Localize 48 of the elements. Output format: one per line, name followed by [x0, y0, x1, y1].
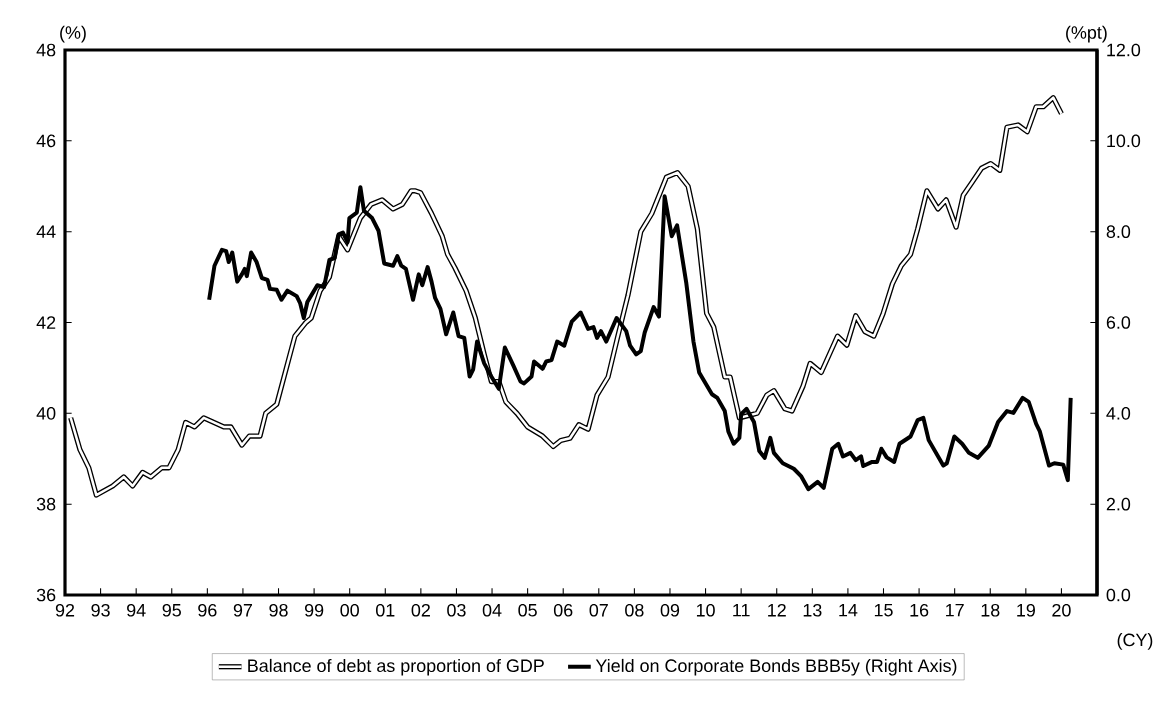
- x-tick-label: 11: [733, 603, 750, 617]
- y-tick-label: 36: [36, 588, 56, 602]
- x-tick-label: 03: [447, 603, 466, 617]
- x-tick-label: 98: [269, 603, 288, 617]
- y-tick-label: 44: [36, 225, 56, 238]
- x-tick-label: 18: [981, 603, 1000, 617]
- y2-tick-label: 4.0: [1106, 406, 1131, 420]
- x-tick-label: 97: [233, 603, 253, 617]
- x-tick-label: 20: [1052, 603, 1071, 617]
- x-tick-label: 07: [589, 603, 608, 617]
- x-tick-label: 06: [553, 603, 573, 617]
- x-tick-label: 17: [946, 603, 964, 617]
- x-tick-label: 16: [910, 603, 929, 617]
- x-tick-label: 95: [162, 603, 181, 617]
- x-tick-label: 01: [376, 603, 395, 617]
- x-tick-label: 05: [518, 603, 537, 617]
- y-tick-label: 38: [36, 497, 56, 511]
- x-tick-label: 04: [482, 603, 502, 617]
- x-tick-label: 14: [839, 603, 858, 617]
- x-tick-label: 00: [340, 603, 359, 617]
- x-tick-label: 96: [198, 603, 217, 617]
- y2-tick-label: 6.0: [1106, 316, 1131, 329]
- y-tick-label: 48: [36, 43, 56, 57]
- x-tick-label: 08: [625, 603, 644, 617]
- x-tick-label: 94: [127, 603, 146, 617]
- x-tick-label: 19: [1017, 603, 1035, 617]
- y2-tick-label: 12.0: [1107, 43, 1141, 57]
- x-tick-label: 10: [696, 603, 715, 617]
- y2-tick-label: 0.0: [1106, 588, 1131, 602]
- x-tick-label: 99: [304, 603, 324, 617]
- y-axis-title: (%): [60, 25, 86, 43]
- x-tick-label: 93: [91, 603, 110, 617]
- y-tick-label: 46: [36, 134, 56, 148]
- legend-label: Balance of debt as proportion of GDP: [248, 658, 544, 676]
- x-tick-label: 02: [411, 603, 430, 617]
- x-tick-label: 15: [874, 603, 893, 617]
- y2-tick-label: 2.0: [1106, 497, 1131, 511]
- y2-tick-label: 8.0: [1106, 225, 1131, 238]
- x-axis-title: (CY): [1117, 633, 1153, 650]
- y2-axis-title: (%pt): [1066, 25, 1107, 43]
- x-tick-label: 12: [768, 603, 786, 617]
- y-tick-label: 40: [36, 406, 56, 420]
- x-tick-label: 92: [55, 603, 75, 617]
- y2-tick-label: 10.0: [1107, 134, 1141, 148]
- legend-label: Yield on Corporate Bonds BBB5y (Right Axis): [595, 658, 957, 676]
- x-tick-label: 09: [660, 603, 680, 617]
- y-tick-label: 42: [36, 316, 56, 329]
- x-tick-label: 13: [803, 603, 822, 617]
